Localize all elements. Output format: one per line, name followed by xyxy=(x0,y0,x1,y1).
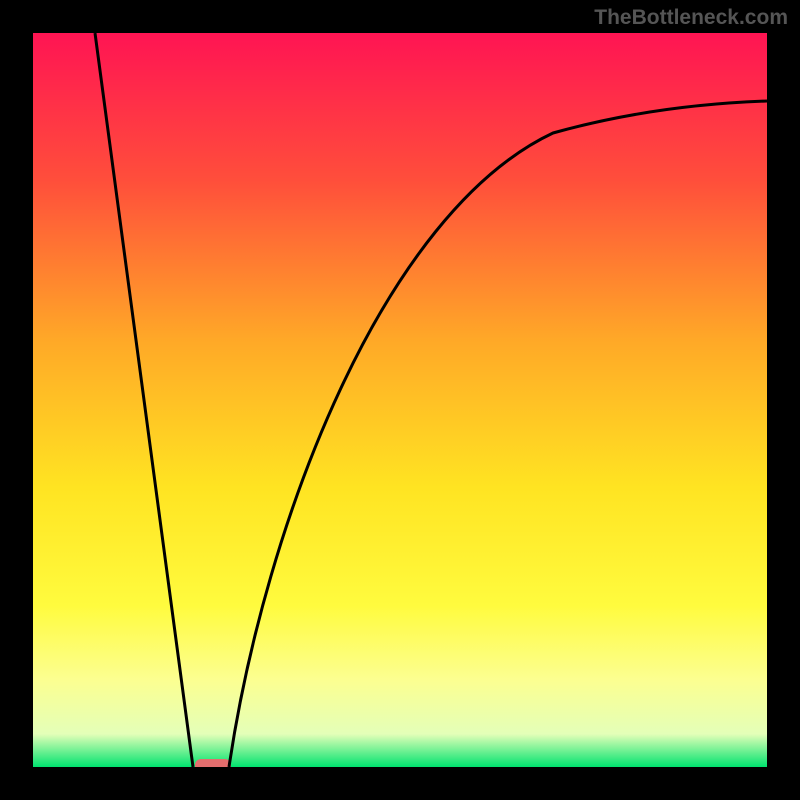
watermark-text: TheBottleneck.com xyxy=(594,6,788,30)
chart-area xyxy=(33,33,767,767)
bottleneck-marker xyxy=(195,759,231,767)
chart-svg xyxy=(33,33,767,767)
